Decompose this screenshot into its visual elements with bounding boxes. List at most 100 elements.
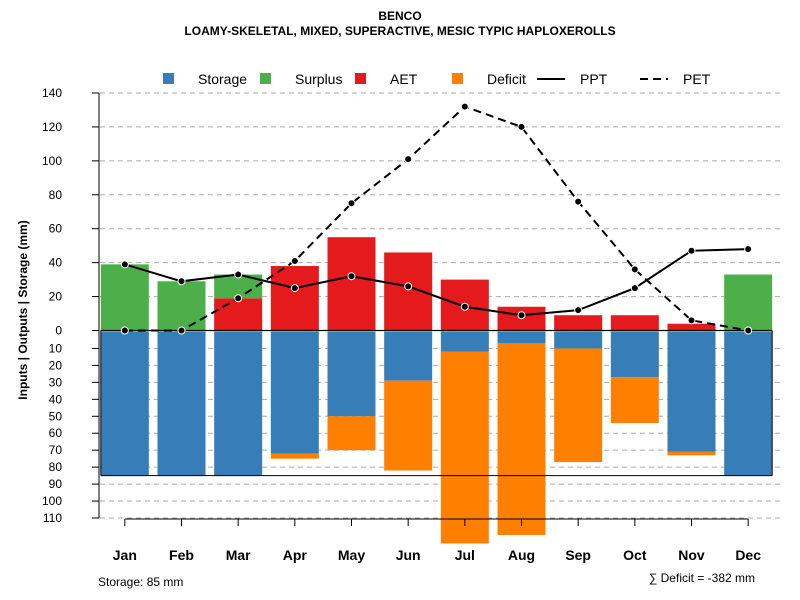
- y-tick-label: 110: [43, 511, 62, 525]
- deficit-bar: [440, 351, 489, 544]
- deficit-bar: [554, 348, 603, 463]
- aet-bar: [327, 237, 376, 331]
- pet-point: [404, 155, 413, 164]
- storage-bar: [724, 331, 773, 476]
- legend-label-aet: AET: [390, 71, 418, 87]
- storage-bar: [497, 331, 546, 344]
- month-label: Feb: [169, 547, 194, 563]
- y-tick-label: 40: [49, 256, 63, 270]
- ppt-point: [687, 246, 696, 255]
- surplus-bar: [100, 264, 149, 331]
- storage-bar: [270, 331, 319, 454]
- month-label: Jan: [113, 547, 137, 563]
- month-label: Sep: [565, 547, 591, 563]
- y-tick-label: 0: [55, 324, 62, 338]
- ppt-point: [404, 282, 413, 291]
- ppt-point: [630, 284, 639, 293]
- y-tick-label: 20: [49, 290, 63, 304]
- y-tick-label: 100: [42, 154, 62, 168]
- ppt-point: [120, 260, 129, 269]
- pet-point: [517, 122, 526, 131]
- ppt-point: [574, 306, 583, 315]
- y-tick-label: 70: [49, 443, 63, 457]
- axes: 0 20 40 60 80 100 120 140 10 20 30 40 50 60 70 80 90 100 1…: [16, 86, 749, 526]
- pet-point: [120, 326, 129, 335]
- lines: [120, 102, 753, 335]
- y-axis-label: Inputs | Outputs | Storage (mm): [16, 220, 30, 399]
- pet-point: [347, 199, 356, 208]
- storage-bar: [100, 331, 149, 476]
- pet-point: [460, 102, 469, 111]
- deficit-bar: [497, 343, 546, 535]
- y-tick-label: 80: [49, 188, 63, 202]
- storage-bar: [327, 331, 376, 417]
- month-label: Dec: [735, 547, 761, 563]
- ppt-point: [234, 270, 243, 279]
- pet-point: [630, 265, 639, 274]
- month-label: Apr: [283, 547, 308, 563]
- storage-bar: [667, 331, 716, 452]
- y-tick-label: 80: [49, 460, 63, 474]
- month-label: Aug: [508, 547, 535, 563]
- deficit-footnote: ∑ Deficit = -382 mm: [649, 571, 755, 585]
- y-tick-label: 140: [42, 86, 62, 100]
- ppt-point: [517, 311, 526, 320]
- labels: Jan Feb Mar Apr May Jun Jul Aug Sep Oct Nov Dec Stor…: [98, 547, 761, 589]
- storage-bar: [157, 331, 206, 476]
- storage-footnote: Storage: 85 mm: [98, 575, 183, 589]
- y-tick-label: 100: [42, 494, 62, 508]
- month-label: Jun: [396, 547, 421, 563]
- aet-bar: [610, 315, 659, 331]
- legend-label-pet: PET: [683, 71, 711, 87]
- pet-point: [177, 326, 186, 335]
- pet-point: [234, 294, 243, 303]
- y-tick-label: 20: [49, 358, 63, 372]
- y-tick-label: 10: [49, 341, 63, 355]
- legend-swatch-aet: [355, 73, 366, 84]
- ppt-point: [744, 245, 753, 254]
- legend-swatch-surplus: [260, 73, 271, 84]
- y-tick-label: 40: [49, 392, 63, 406]
- legend: Storage Surplus AET Deficit PPT PET: [163, 71, 711, 87]
- y-tick-label: 60: [49, 222, 63, 236]
- storage-bar: [610, 331, 659, 378]
- chart-subtitle: LOAMY-SKELETAL, MIXED, SUPERACTIVE, MESI…: [184, 24, 616, 38]
- ppt-line: [124, 248, 749, 317]
- month-label: Oct: [623, 547, 647, 563]
- storage-bar: [214, 331, 263, 476]
- y-tick-label: 90: [49, 477, 63, 491]
- y-tick-label: 50: [49, 409, 63, 423]
- month-label: Jul: [455, 547, 475, 563]
- surplus-bar: [157, 281, 206, 331]
- deficit-bar: [270, 453, 319, 459]
- storage-bar: [440, 331, 489, 352]
- legend-label-surplus: Surplus: [295, 71, 342, 87]
- legend-label-ppt: PPT: [580, 71, 608, 87]
- legend-label-deficit: Deficit: [487, 71, 526, 87]
- ppt-point: [290, 284, 299, 293]
- pet-point: [687, 316, 696, 325]
- deficit-bar: [384, 380, 433, 471]
- storage-bar: [554, 331, 603, 349]
- pet-line: [124, 105, 749, 332]
- aet-bar: [667, 323, 716, 331]
- deficit-bar: [667, 451, 716, 456]
- y-tick-label: 30: [49, 375, 63, 389]
- surplus-bar: [724, 274, 773, 331]
- bars: [100, 237, 773, 544]
- ppt-point: [177, 277, 186, 286]
- aet-bar: [214, 298, 263, 331]
- ppt-point: [347, 272, 356, 281]
- deficit-bar: [610, 377, 659, 424]
- deficit-bar: [327, 416, 376, 451]
- legend-swatch-storage: [163, 73, 174, 84]
- pet-point: [744, 326, 753, 335]
- chart-title: BENCO: [378, 9, 422, 23]
- storage-bar: [384, 331, 433, 381]
- y-tick-label: 120: [42, 120, 62, 134]
- month-label: May: [338, 547, 365, 563]
- aet-bar: [554, 315, 603, 331]
- legend-swatch-deficit: [452, 73, 463, 84]
- pet-point: [574, 197, 583, 206]
